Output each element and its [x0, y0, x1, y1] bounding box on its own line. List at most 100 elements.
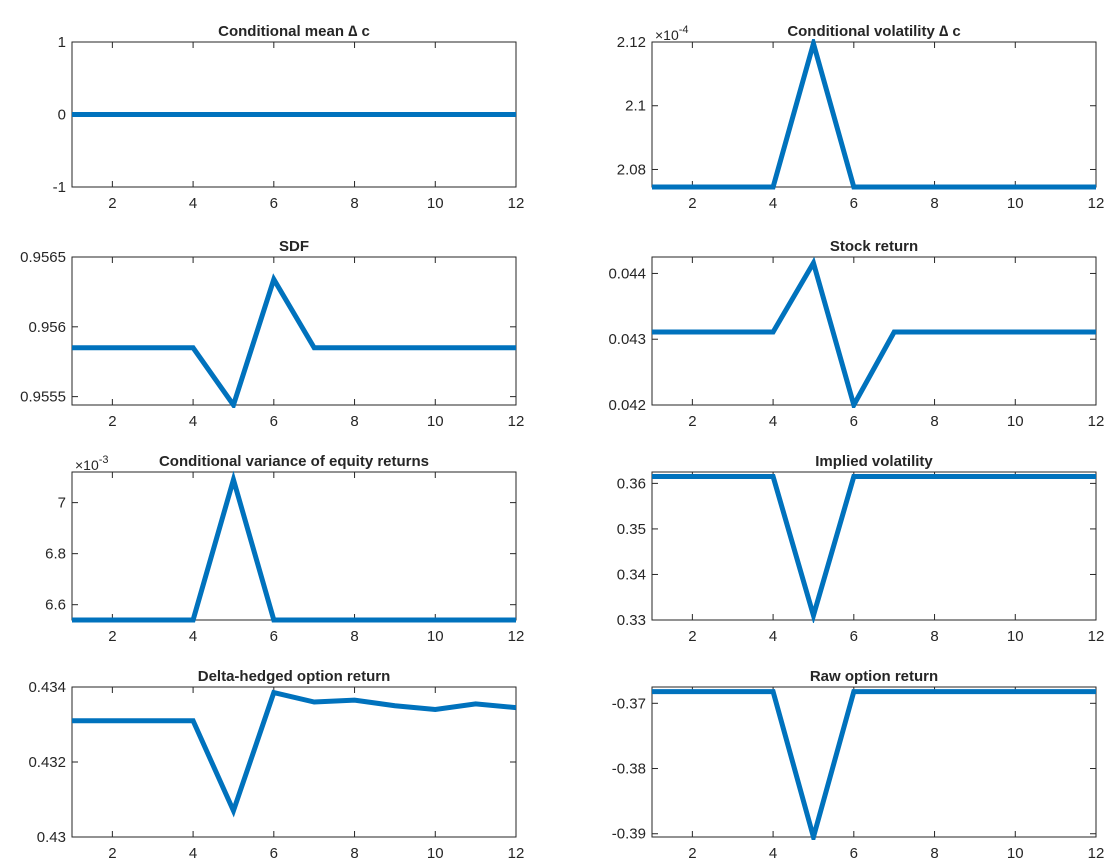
series-line — [652, 39, 1096, 190]
plot-title: SDF — [279, 238, 309, 255]
x-tick-label: 10 — [427, 195, 444, 212]
series-line — [652, 474, 1096, 623]
x-tick-label: 6 — [850, 628, 858, 645]
x-tick-label: 12 — [1088, 845, 1105, 862]
x-tick-label: 8 — [930, 413, 938, 430]
x-tick-label: 12 — [508, 195, 525, 212]
x-tick-label: 8 — [350, 195, 358, 212]
x-tick-label: 4 — [189, 413, 197, 430]
plot-title: Conditional volatility ∆ c — [787, 23, 960, 40]
y-tick-label: 0.043 — [608, 331, 646, 348]
axes-box — [651, 471, 1097, 621]
x-tick-label: 6 — [270, 845, 278, 862]
x-tick-label: 12 — [1088, 195, 1105, 212]
x-tick-label: 2 — [108, 413, 116, 430]
plot-title: Conditional mean ∆ c — [218, 23, 370, 40]
x-tick-label: 2 — [108, 628, 116, 645]
x-tick-label: 2 — [688, 628, 696, 645]
subplot-8: 2 4 6 8 10 12 -0.39 -0.38 -0.37 Raw option return — [612, 668, 1105, 862]
plot-title: Conditional variance of equity returns — [159, 453, 429, 470]
y-tick-label: 7 — [58, 495, 66, 512]
x-tick-label: 8 — [930, 845, 938, 862]
x-tick-label: 12 — [1088, 628, 1105, 645]
y-tick-label: 0.956 — [28, 319, 66, 336]
x-tick-label: 4 — [769, 413, 777, 430]
y-tick-label: 2.08 — [617, 161, 646, 178]
x-tick-label: 4 — [189, 195, 197, 212]
x-tick-label: 8 — [930, 628, 938, 645]
series-line — [72, 273, 516, 408]
x-tick-label: 2 — [688, 413, 696, 430]
y-tick-label: 0.43 — [37, 829, 66, 846]
axes-box — [651, 686, 1097, 838]
x-tick-label: 6 — [270, 628, 278, 645]
x-tick-label: 2 — [108, 195, 116, 212]
x-tick-label: 10 — [1007, 413, 1024, 430]
x-tick-label: 10 — [1007, 195, 1024, 212]
y-tick-label: 0.34 — [617, 566, 646, 583]
x-tick-label: 6 — [270, 195, 278, 212]
y-tick-label: -1 — [53, 179, 66, 196]
subplot-4: 2 4 6 8 10 12 0.042 0.043 0.044 Stock return — [608, 238, 1104, 430]
y-tick-label: 2.1 — [625, 98, 646, 115]
x-tick-label: 8 — [350, 413, 358, 430]
series-line — [72, 689, 516, 818]
y-tick-label: 6.6 — [45, 597, 66, 614]
subplot-7: 2 4 6 8 10 12 0.43 0.432 0.434 Delta-hedged optio… — [28, 668, 524, 862]
y-tick-label: 0.434 — [28, 679, 66, 696]
y-tick-label: 0.432 — [28, 754, 66, 771]
y-tick-label: 2.12 — [617, 34, 646, 51]
x-tick-label: 10 — [1007, 845, 1024, 862]
y-tick-label: -0.38 — [612, 761, 646, 778]
subplot-2: 2 4 6 8 10 12 2.08 2.1 2.12 Conditional volatilit… — [617, 23, 1105, 212]
axes-box — [71, 256, 517, 406]
y-tick-label: -0.39 — [612, 826, 646, 843]
subplot-1: 2 4 6 8 10 12 -1 0 1 Conditional mean ∆ c — [53, 23, 525, 212]
y-tick-label: -0.37 — [612, 695, 646, 712]
x-tick-label: 8 — [930, 195, 938, 212]
y-tick-label: 0.36 — [617, 475, 646, 492]
plot-title: Stock return — [830, 238, 918, 255]
y-tick-label: 0.042 — [608, 397, 646, 414]
axes-box — [71, 471, 517, 621]
x-tick-label: 6 — [850, 845, 858, 862]
y-tick-label: 0 — [58, 107, 66, 124]
y-tick-label: 0.044 — [608, 265, 646, 282]
x-tick-label: 10 — [1007, 628, 1024, 645]
x-tick-label: 10 — [427, 628, 444, 645]
x-tick-label: 2 — [688, 845, 696, 862]
plot-title: Implied volatility — [815, 453, 933, 470]
x-tick-label: 10 — [427, 413, 444, 430]
subplot-3: 2 4 6 8 10 12 0.9555 0.956 0.9565 SDF — [20, 238, 524, 430]
subplot-5: 2 4 6 8 10 12 6.6 6.8 7 Conditional variance of e… — [45, 453, 524, 645]
x-tick-label: 12 — [1088, 413, 1105, 430]
plot-title: Raw option return — [810, 668, 938, 685]
x-tick-label: 6 — [850, 413, 858, 430]
series-line — [652, 256, 1096, 408]
series-line — [72, 470, 516, 623]
y-tick-label: 1 — [58, 34, 66, 51]
axis-exponent-label: ×10-3 — [75, 454, 109, 473]
y-tick-label: 6.8 — [45, 546, 66, 563]
x-tick-label: 8 — [350, 628, 358, 645]
subplot-6: 2 4 6 8 10 12 0.33 0.34 0.35 0.36 Implied volatili… — [617, 453, 1105, 645]
x-tick-label: 2 — [688, 195, 696, 212]
x-tick-label: 12 — [508, 628, 525, 645]
x-tick-label: 4 — [189, 628, 197, 645]
x-tick-label: 8 — [350, 845, 358, 862]
x-tick-label: 4 — [769, 628, 777, 645]
axes-box — [651, 41, 1097, 188]
y-tick-label: 0.9555 — [20, 389, 66, 406]
x-tick-label: 4 — [769, 195, 777, 212]
x-tick-label: 12 — [508, 413, 525, 430]
x-tick-label: 10 — [427, 845, 444, 862]
y-tick-label: 0.33 — [617, 612, 646, 629]
x-tick-label: 4 — [769, 845, 777, 862]
axis-exponent-label: ×10-4 — [655, 24, 689, 43]
x-tick-label: 2 — [108, 845, 116, 862]
y-tick-label: 0.9565 — [20, 249, 66, 266]
series-line — [652, 689, 1096, 840]
x-tick-label: 12 — [508, 845, 525, 862]
plot-title: Delta-hedged option return — [198, 668, 391, 685]
